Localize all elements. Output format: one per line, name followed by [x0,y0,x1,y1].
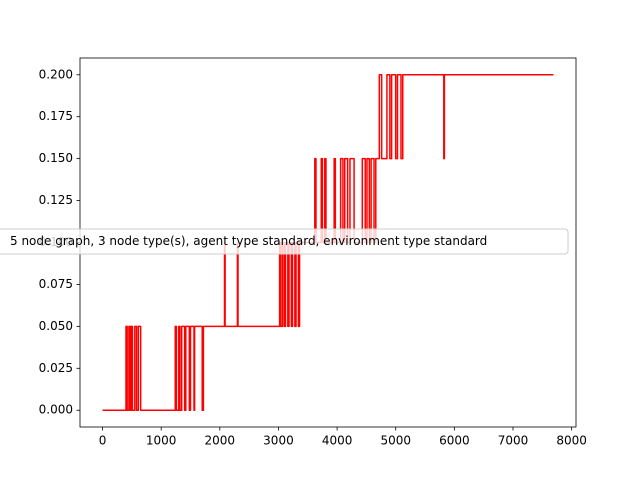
y-tick-label: 0.150 [39,151,73,165]
x-tick-label: 1000 [146,434,177,448]
y-tick-label: 0.025 [39,361,73,375]
x-tick-label: 4000 [322,434,353,448]
x-tick-label: 0 [99,434,107,448]
legend-label: 5 node graph, 3 node type(s), agent type… [10,234,487,248]
legend-box [0,228,569,255]
y-tick-label: 0.125 [39,193,73,207]
x-tick-label: 2000 [205,434,236,448]
y-tick-label: 0.050 [39,319,73,333]
y-tick-label: 0.075 [39,277,73,291]
y-tick-label: 0.000 [39,403,73,417]
y-tick-label: 0.200 [39,67,73,81]
x-tick-label: 5000 [380,434,411,448]
x-tick-label: 8000 [556,434,587,448]
x-tick-label: 3000 [263,434,294,448]
x-tick-label: 6000 [439,434,470,448]
x-tick-label: 7000 [498,434,529,448]
y-tick-label: 0.175 [39,109,73,123]
